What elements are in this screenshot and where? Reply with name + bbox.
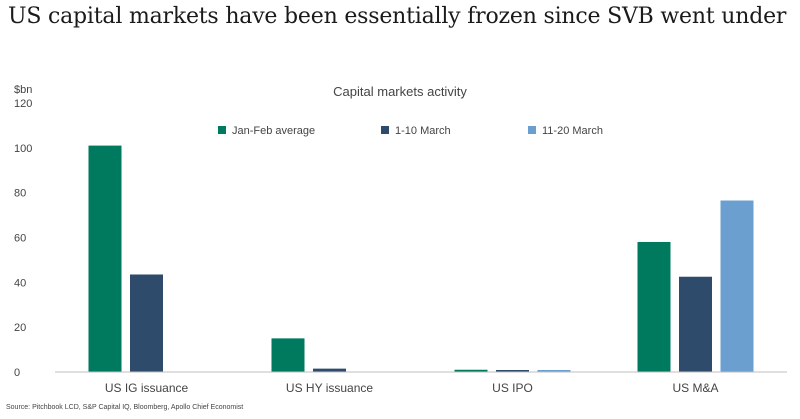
x-tick-label: US IPO xyxy=(492,381,533,395)
bar-11-20-march-us-ipo xyxy=(537,370,571,372)
bar-1-10-march-us-hy-issuance xyxy=(313,368,346,372)
y-tick-label: 20 xyxy=(14,322,26,334)
legend-label: Jan-Feb average xyxy=(232,125,315,137)
bar-1-10-march-us-ig-issuance xyxy=(130,274,163,372)
x-tick-label: US M&A xyxy=(672,381,718,395)
y-tick-label: 60 xyxy=(14,233,26,245)
y-tick-label: 120 xyxy=(14,98,32,110)
legend-swatch xyxy=(218,126,226,134)
y-axis-unit-label: $bn xyxy=(14,84,32,96)
legend-swatch xyxy=(528,126,536,134)
legend-item-11-20-march: 11-20 March xyxy=(528,125,603,137)
chart-title: Capital markets activity xyxy=(333,84,467,99)
source-note: Source: Pitchbook LCD, S&P Capital IQ, B… xyxy=(6,404,244,411)
legend: Jan-Feb average 1-10 March 11-20 March xyxy=(218,125,603,137)
bar-jan-feb-average-us-ipo xyxy=(454,369,488,372)
bar-1-10-march-us-m-a xyxy=(679,276,712,372)
y-tick-label: 40 xyxy=(14,277,26,289)
y-tick-label: 80 xyxy=(14,188,26,200)
bar-1-10-march-us-ipo xyxy=(496,370,529,372)
bar-jan-feb-average-us-ig-issuance xyxy=(88,145,122,372)
y-tick-label: 100 xyxy=(14,143,32,155)
headline: US capital markets have been essentially… xyxy=(8,4,787,29)
legend-item-jan-feb-average: Jan-Feb average xyxy=(218,125,315,137)
x-tick-label: US IG issuance xyxy=(105,381,189,395)
x-tick-label: US HY issuance xyxy=(286,381,373,395)
bar-jan-feb-average-us-hy-issuance xyxy=(271,338,305,372)
x-axis-ticks: US IG issuance US HY issuance US IPO US M&A xyxy=(105,381,719,395)
legend-label: 1-10 March xyxy=(395,125,451,137)
legend-item-1-10-march: 1-10 March xyxy=(381,125,451,137)
legend-label: 11-20 March xyxy=(542,125,603,137)
y-tick-label: 0 xyxy=(14,367,20,379)
legend-swatch xyxy=(381,126,389,134)
bar-jan-feb-average-us-m-a xyxy=(637,241,671,372)
y-axis-ticks: 0 20 40 60 80 100 120 xyxy=(14,98,32,379)
bar-11-20-march-us-m-a xyxy=(720,200,754,372)
bars xyxy=(88,145,754,372)
